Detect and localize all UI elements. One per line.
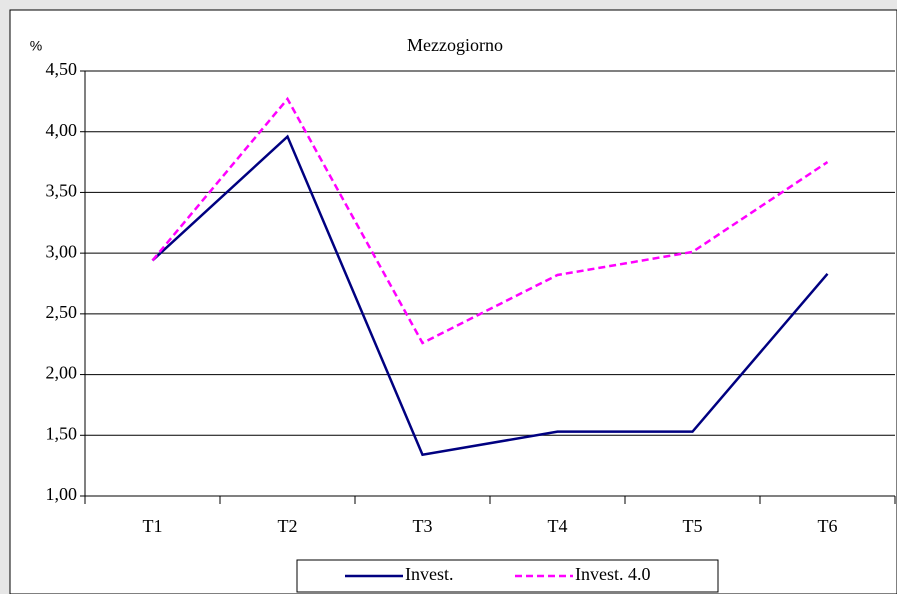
y-axis-label: % [30,38,42,54]
legend-label: Invest. [405,564,454,584]
x-tick-label: T4 [548,516,568,536]
x-tick-label: T5 [683,516,703,536]
x-tick-label: T2 [278,516,298,536]
x-tick-label: T3 [413,516,433,536]
y-tick-label: 3,50 [46,181,78,201]
y-tick-label: 3,00 [46,241,78,261]
data-line [151,134,829,457]
y-tick-label: 2,50 [46,302,78,322]
chart-title: Mezzogiorno [407,35,503,55]
y-tick-label: 1,00 [46,484,78,504]
data-line [151,96,829,345]
x-tick-label: T1 [143,516,163,536]
y-tick-label: 1,50 [46,423,78,443]
legend-label: Invest. 4.0 [575,564,651,584]
x-tick-label: T6 [818,516,838,536]
y-tick-label: 2,00 [46,363,78,383]
y-tick-label: 4,50 [46,59,78,79]
chart-area [9,9,897,594]
y-tick-label: 4,00 [46,120,78,140]
